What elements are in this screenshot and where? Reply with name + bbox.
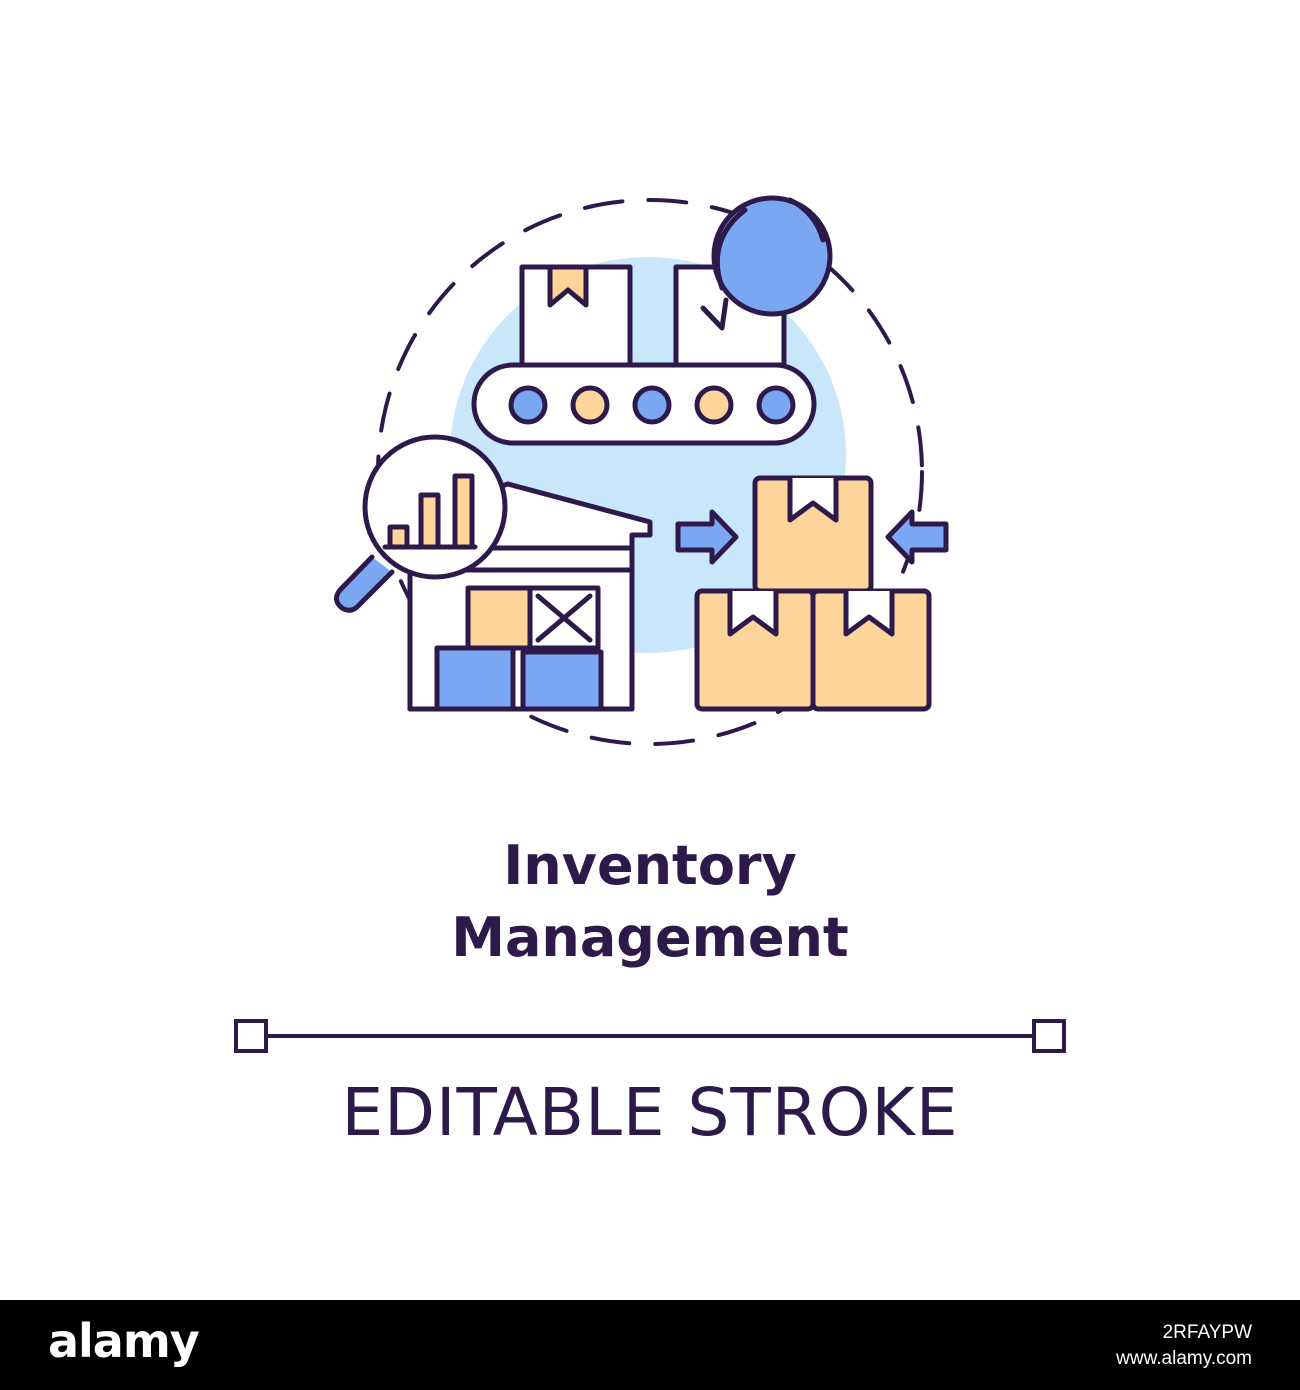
stroke-handle-left — [234, 1019, 268, 1053]
warehouse-icon — [385, 481, 653, 712]
watermark-footer: alamy 2RFAYPW www.alamy.com — [0, 1300, 1300, 1390]
editable-stroke-caption: EDITABLE STROKE — [341, 1074, 959, 1151]
refresh-icon — [700, 195, 833, 331]
alamy-logo: alamy — [48, 1314, 200, 1368]
concept-icon-canvas: Inventory Management EDITABLE STROKE — [0, 195, 1300, 1151]
editable-stroke-line — [234, 1019, 1066, 1053]
cardboard-box-icon — [694, 588, 816, 712]
cardboard-box-icon — [752, 475, 874, 594]
title-line-1: Inventory — [503, 834, 797, 897]
magnifier-icon — [334, 434, 508, 613]
stroke-handle-right — [1032, 1019, 1066, 1053]
site-url: www.alamy.com — [1116, 1348, 1252, 1369]
footer-info: 2RFAYPW www.alamy.com — [1116, 1320, 1252, 1372]
conveyor-belt-icon — [471, 362, 817, 446]
cardboard-box-icon — [519, 264, 633, 368]
title-line-2: Management — [451, 906, 849, 969]
page-title: Inventory Management — [0, 830, 1300, 974]
inventory-management-icon — [334, 195, 949, 746]
inward-arrow-icon — [675, 509, 739, 565]
bar-chart-icon — [382, 473, 478, 550]
image-id: 2RFAYPW — [1162, 1322, 1252, 1343]
cardboard-box-icon — [810, 588, 932, 712]
inward-arrow-icon — [885, 509, 949, 565]
